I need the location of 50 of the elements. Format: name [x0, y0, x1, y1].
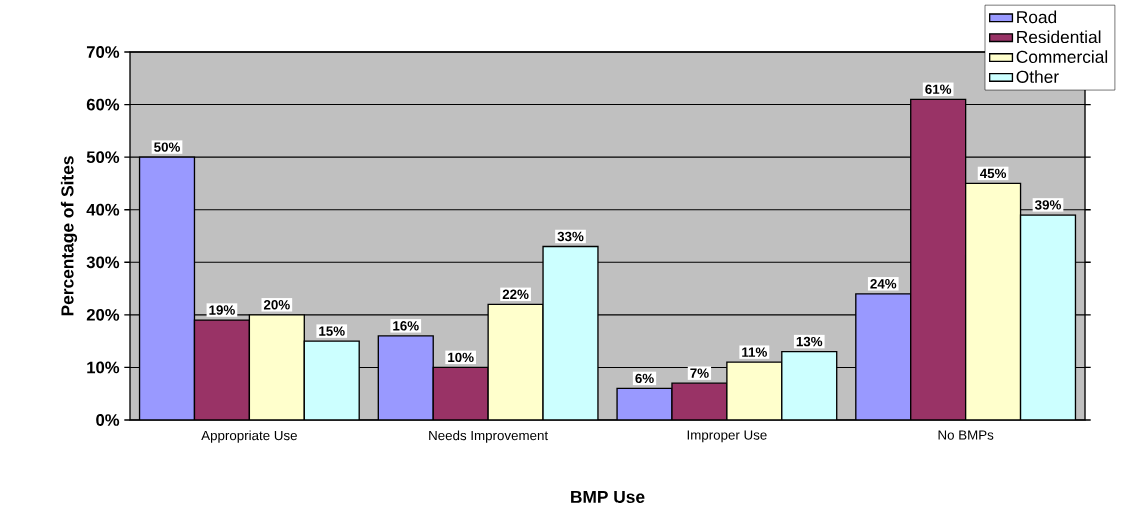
legend-label: Residential [1017, 30, 1101, 44]
bar [726, 362, 782, 420]
data-label: 39% [1034, 200, 1061, 210]
bar [910, 98, 967, 420]
bar [855, 293, 912, 420]
data-label: 16% [393, 321, 419, 331]
x-axis-title: BMP Use [571, 490, 645, 504]
bar [194, 320, 250, 420]
y-tick-label: 40% [86, 203, 120, 216]
y-tick-label: 0% [96, 414, 120, 426]
y-tick-label: 10% [87, 361, 120, 374]
x-tick-label: No BMPs [938, 430, 994, 440]
bar [249, 314, 305, 420]
x-tick-label: Appropriate Use [201, 430, 297, 443]
bar [378, 335, 434, 420]
legend-label: Road [1017, 10, 1057, 24]
bar [1019, 214, 1077, 420]
data-label: 24% [870, 279, 897, 289]
data-label: 10% [448, 352, 474, 363]
data-label: 6% [635, 373, 654, 384]
x-tick-label: Improper Use [687, 430, 767, 443]
data-label: 20% [263, 300, 290, 310]
bar [671, 383, 727, 420]
data-label: 22% [502, 289, 529, 300]
legend-label: Commercial [1016, 50, 1108, 64]
legend-label: Other [1016, 70, 1059, 83]
bar [543, 246, 598, 420]
y-tick-label: 20% [86, 308, 120, 321]
data-label: 61% [925, 84, 952, 94]
y-tick-label: 70% [86, 46, 120, 58]
bar [433, 367, 489, 420]
data-label: 15% [319, 326, 345, 336]
data-label: 50% [154, 142, 180, 152]
y-tick-label: 60% [86, 98, 120, 111]
bar [304, 341, 360, 420]
data-label: 13% [796, 336, 823, 347]
y-tick-label: 30% [86, 256, 120, 269]
data-label: 45% [979, 168, 1007, 179]
data-label: 19% [209, 305, 235, 315]
y-tick-label: 50% [86, 151, 120, 164]
y-axis-title: Percentage of Sites [60, 156, 78, 316]
data-label: 11% [742, 347, 767, 357]
bar [488, 304, 544, 420]
bar [617, 388, 672, 420]
bar [781, 351, 837, 420]
data-label: 33% [557, 231, 584, 242]
bar [964, 182, 1022, 420]
bar [139, 157, 195, 420]
x-tick-label: Needs Improvement [429, 430, 549, 443]
data-label: 7% [690, 368, 709, 378]
